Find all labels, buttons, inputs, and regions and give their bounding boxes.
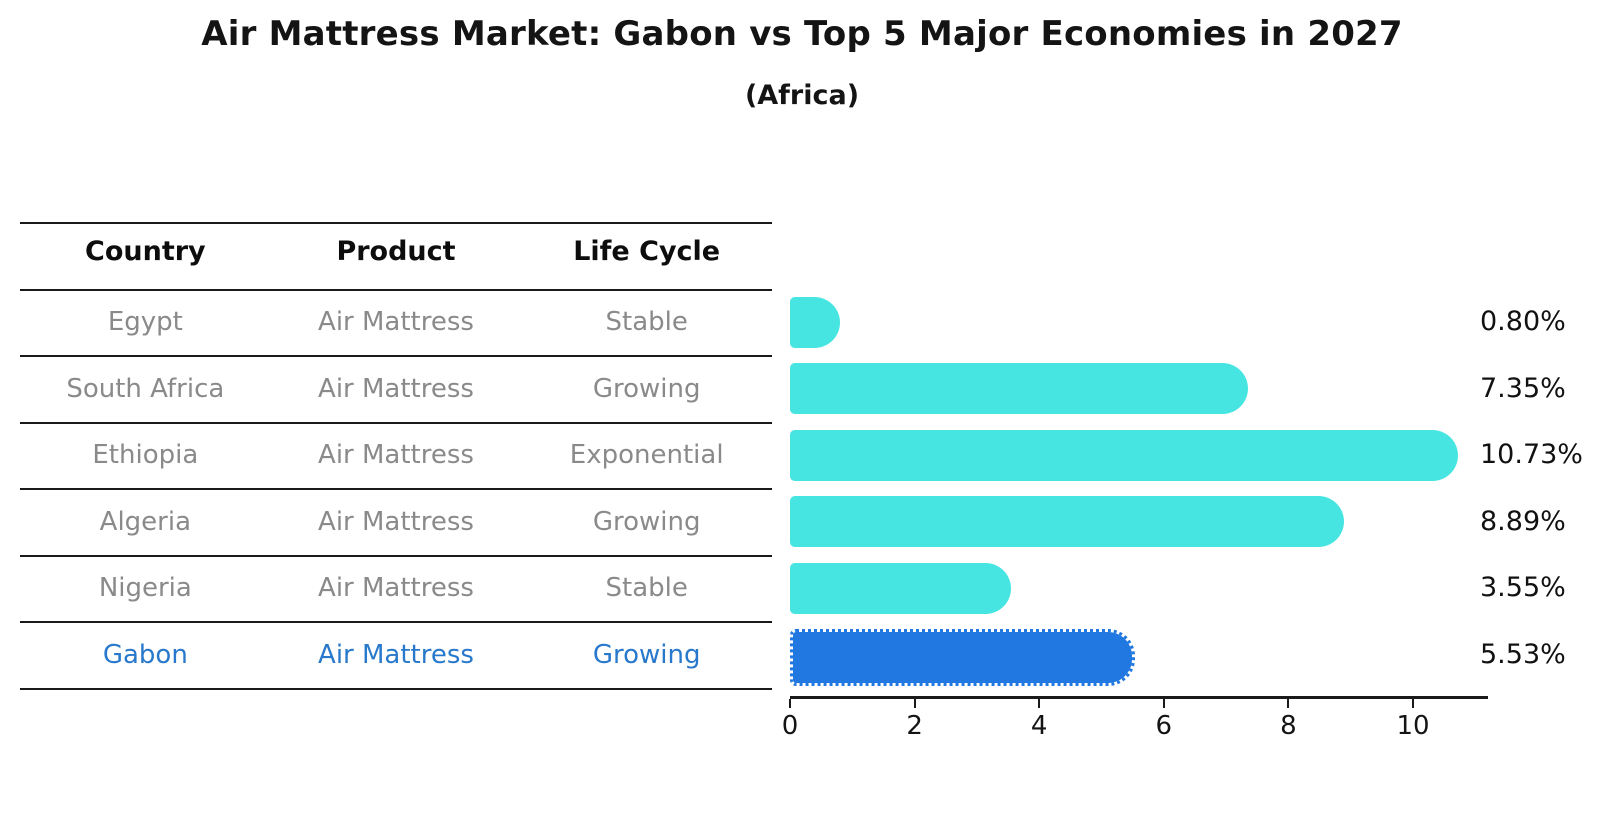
bar-highlight-gabon [790, 629, 1135, 686]
table-row-separator [20, 222, 772, 224]
x-axis-tick-mark [1038, 699, 1041, 708]
cell-product: Air Mattress [318, 373, 474, 404]
cell-country: South Africa [66, 373, 225, 404]
cell-product: Air Mattress [318, 307, 474, 337]
column-header-lifecycle: Life Cycle [573, 236, 721, 267]
cell-life-cycle: Exponential [569, 440, 724, 470]
table-row-separator [20, 421, 772, 424]
cell-life-cycle: Stable [605, 307, 688, 337]
value-label: 5.53% [1480, 638, 1566, 670]
table-row-separator [20, 621, 772, 623]
bar [790, 296, 840, 348]
bar [790, 363, 1248, 414]
table-row-separator [20, 554, 772, 557]
cell-country: Algeria [99, 506, 192, 537]
cell-country: Gabon [102, 639, 188, 670]
table-row: South Africa Air Mattress Growing [20, 363, 772, 415]
cell-product: Air Mattress [318, 639, 474, 670]
x-axis-tick-label: 2 [906, 711, 923, 741]
cell-product: Air Mattress [318, 440, 474, 470]
bar [790, 496, 1344, 547]
table-row-separator [20, 288, 772, 291]
cell-life-cycle: Stable [605, 573, 688, 603]
table-header-row: Country Product Life Cycle [20, 226, 772, 278]
chart-title: Air Mattress Market: Gabon vs Top 5 Majo… [201, 14, 1403, 54]
table-row: Egypt Air Mattress Stable [20, 296, 772, 348]
cell-country: Nigeria [98, 573, 192, 603]
table-row: Algeria Air Mattress Growing [20, 496, 772, 548]
column-header-product: Product [336, 236, 456, 267]
x-axis-tick-mark [1412, 699, 1414, 708]
value-label: 0.80% [1480, 306, 1566, 337]
bar [790, 562, 1011, 614]
table-row: Ethiopia Air Mattress Exponential [20, 429, 772, 481]
table-row-separator [20, 488, 772, 490]
table-row-separator [20, 687, 772, 690]
x-axis-tick-label: 6 [1155, 711, 1173, 741]
value-label: 8.89% [1480, 505, 1566, 537]
x-axis-tick-label: 0 [781, 711, 799, 741]
x-axis-tick-label: 8 [1280, 711, 1297, 741]
cell-country: Egypt [107, 307, 183, 337]
table-row: Gabon Air Mattress Growing [20, 629, 772, 681]
value-label: 7.35% [1480, 372, 1566, 404]
column-header-country: Country [85, 236, 206, 267]
cell-life-cycle: Growing [592, 506, 701, 537]
cell-life-cycle: Growing [592, 639, 701, 670]
x-axis-tick-mark [1287, 699, 1290, 708]
bar [790, 429, 1458, 481]
value-label: 3.55% [1480, 572, 1566, 603]
x-axis-tick-mark [913, 699, 916, 708]
cell-country: Ethiopia [92, 440, 199, 470]
table-row-separator [20, 355, 772, 357]
x-axis-tick-mark [789, 699, 791, 708]
cell-life-cycle: Growing [592, 373, 701, 404]
chart-subtitle: (Africa) [744, 80, 860, 111]
value-label: 10.73% [1480, 439, 1583, 470]
table-row: Nigeria Air Mattress Stable [20, 562, 772, 614]
x-axis-line [790, 696, 1488, 699]
x-axis-tick-label: 4 [1030, 711, 1048, 741]
cell-product: Air Mattress [318, 573, 474, 603]
x-axis-tick-label: 10 [1396, 711, 1430, 741]
x-axis-tick-mark [1162, 699, 1165, 708]
cell-product: Air Mattress [318, 506, 474, 537]
